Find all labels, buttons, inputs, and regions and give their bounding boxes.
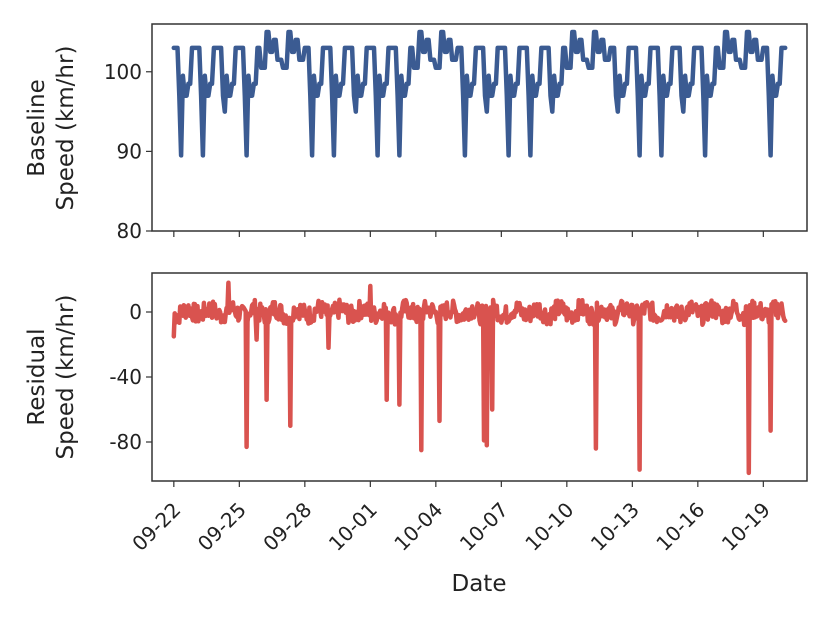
x-axis-title: Date [452,571,507,597]
baseline-speed-panel: 80 90 100 Baseline Speed (km/hr) [24,23,808,243]
x-tick-label: 10-01 [324,498,382,556]
baseline-y-tick-label: 90 [117,139,142,163]
residual-ylabel-line2: Speed (km/hr) [53,295,79,460]
x-tick-label: 10-13 [586,498,644,556]
residual-speed-line [171,280,788,476]
baseline-ylabel-line2: Speed (km/hr) [53,46,79,211]
baseline-x-ticks [173,231,764,237]
x-tick-label: 10-16 [651,498,709,556]
residual-x-ticks: 09-22 09-25 09-28 10-01 10-04 10-07 10-10 10-13… [127,481,775,556]
x-tick-label: 09-28 [258,498,316,556]
baseline-plot-frame [151,23,808,232]
residual-y-tick-label: 0 [129,300,142,324]
residual-y-ticks: -80 -40 0 [109,300,152,454]
baseline-ylabel-line1: Baseline [24,79,50,177]
baseline-y-tick-label: 80 [117,219,142,243]
x-tick-label: 10-07 [455,498,513,556]
x-tick-label: 09-22 [127,498,185,556]
residual-y-tick-label: -80 [109,430,142,454]
baseline-y-tick-label: 100 [104,60,142,84]
x-tick-label: 10-04 [389,498,447,556]
x-tick-label: 09-25 [193,498,251,556]
x-tick-label: 10-10 [520,498,578,556]
residual-speed-panel: -80-400 09-22 09-25 09-28 10-01 10-04 10-07 10… [24,272,808,556]
residual-y-tick-label: -40 [109,365,142,389]
baseline-y-ticks: 80 90 100 [104,60,152,243]
x-tick-label: 10-19 [717,498,775,556]
residual-ylabel-line1: Residual [24,328,50,425]
baseline-speed-line [171,29,788,158]
